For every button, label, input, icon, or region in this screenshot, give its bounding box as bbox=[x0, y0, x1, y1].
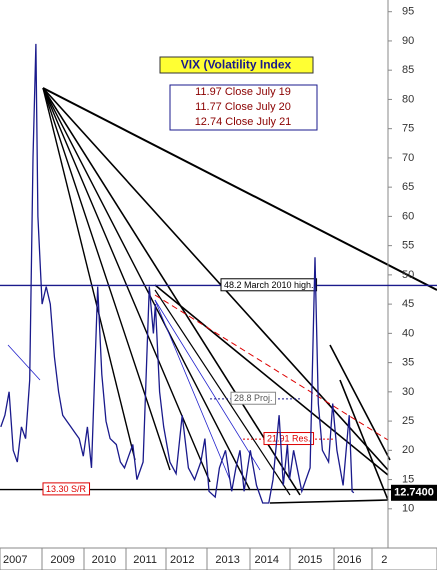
x-tick-label: 2011 bbox=[133, 554, 157, 566]
trendline bbox=[154, 299, 231, 481]
trendline bbox=[42, 87, 136, 461]
level-label: 48.2 March 2010 high. bbox=[224, 280, 314, 290]
close-box bbox=[169, 84, 318, 131]
y-tick-label: 40 bbox=[402, 327, 414, 339]
trendline bbox=[42, 87, 389, 471]
y-tick-label: 75 bbox=[402, 123, 414, 135]
y-tick-label: 90 bbox=[402, 35, 414, 47]
trendline bbox=[329, 344, 391, 461]
x-tick-label: 2012 bbox=[170, 554, 194, 566]
y-tick-label: 20 bbox=[402, 444, 414, 456]
y-tick-label: 35 bbox=[402, 357, 414, 369]
y-tick-label: 70 bbox=[402, 152, 414, 164]
x-tick-label: 2 bbox=[381, 554, 387, 566]
level-label-box bbox=[42, 482, 91, 496]
trendline bbox=[7, 344, 41, 381]
y-tick-label: 50 bbox=[402, 269, 414, 281]
level-label: 13.30 S/R bbox=[46, 484, 87, 494]
level-label-box bbox=[220, 278, 318, 292]
title-box bbox=[159, 56, 314, 74]
y-tick-label: 60 bbox=[402, 210, 414, 222]
x-tick-label: 2014 bbox=[255, 554, 279, 566]
annotation: 11.97 Close July 19 bbox=[195, 86, 291, 98]
level-label: 21.91 Res. bbox=[267, 434, 311, 444]
x-tick-label: 2007 bbox=[3, 554, 27, 566]
y-tick-label: 10 bbox=[402, 503, 414, 515]
year-separators bbox=[41, 548, 373, 570]
annotation: 12.74 Close July 21 bbox=[195, 116, 292, 128]
x-tick-label: 2015 bbox=[298, 554, 322, 566]
annotation: 11.77 Close July 20 bbox=[195, 101, 291, 113]
vix-line bbox=[0, 43, 355, 504]
y-tick-label: 15 bbox=[402, 473, 414, 485]
trendlines bbox=[7, 87, 437, 504]
y-tick-label: 30 bbox=[402, 386, 414, 398]
trendline bbox=[339, 379, 389, 501]
trendline bbox=[154, 294, 389, 441]
x-tick-label: 2009 bbox=[50, 554, 74, 566]
x-tick-label: 2013 bbox=[215, 554, 239, 566]
y-tick-label: 55 bbox=[402, 240, 414, 252]
trendline bbox=[42, 87, 437, 291]
y-tick-label: 25 bbox=[402, 415, 414, 427]
trendline bbox=[42, 87, 251, 491]
trendline bbox=[154, 299, 261, 471]
trendline bbox=[154, 289, 291, 496]
y-tick-label: 85 bbox=[402, 64, 414, 76]
level-label: 28.8 Proj. bbox=[234, 393, 273, 403]
y-tick-label: 45 bbox=[402, 298, 414, 310]
trendline bbox=[42, 87, 301, 496]
trendline bbox=[154, 284, 389, 476]
y-tick-label: 80 bbox=[402, 93, 414, 105]
last-value-box bbox=[391, 484, 437, 501]
y-tick-label: 65 bbox=[402, 181, 414, 193]
last-value-label: 12.7400 bbox=[394, 487, 434, 499]
y-tick-label: 95 bbox=[402, 6, 414, 18]
level-label-box bbox=[230, 391, 277, 405]
x-tick-label: 2010 bbox=[92, 554, 116, 566]
chart-title: VIX (Volatility Index bbox=[181, 58, 292, 72]
x-tick-label: 2016 bbox=[337, 554, 361, 566]
trendline bbox=[269, 499, 389, 504]
trendline bbox=[42, 87, 171, 471]
